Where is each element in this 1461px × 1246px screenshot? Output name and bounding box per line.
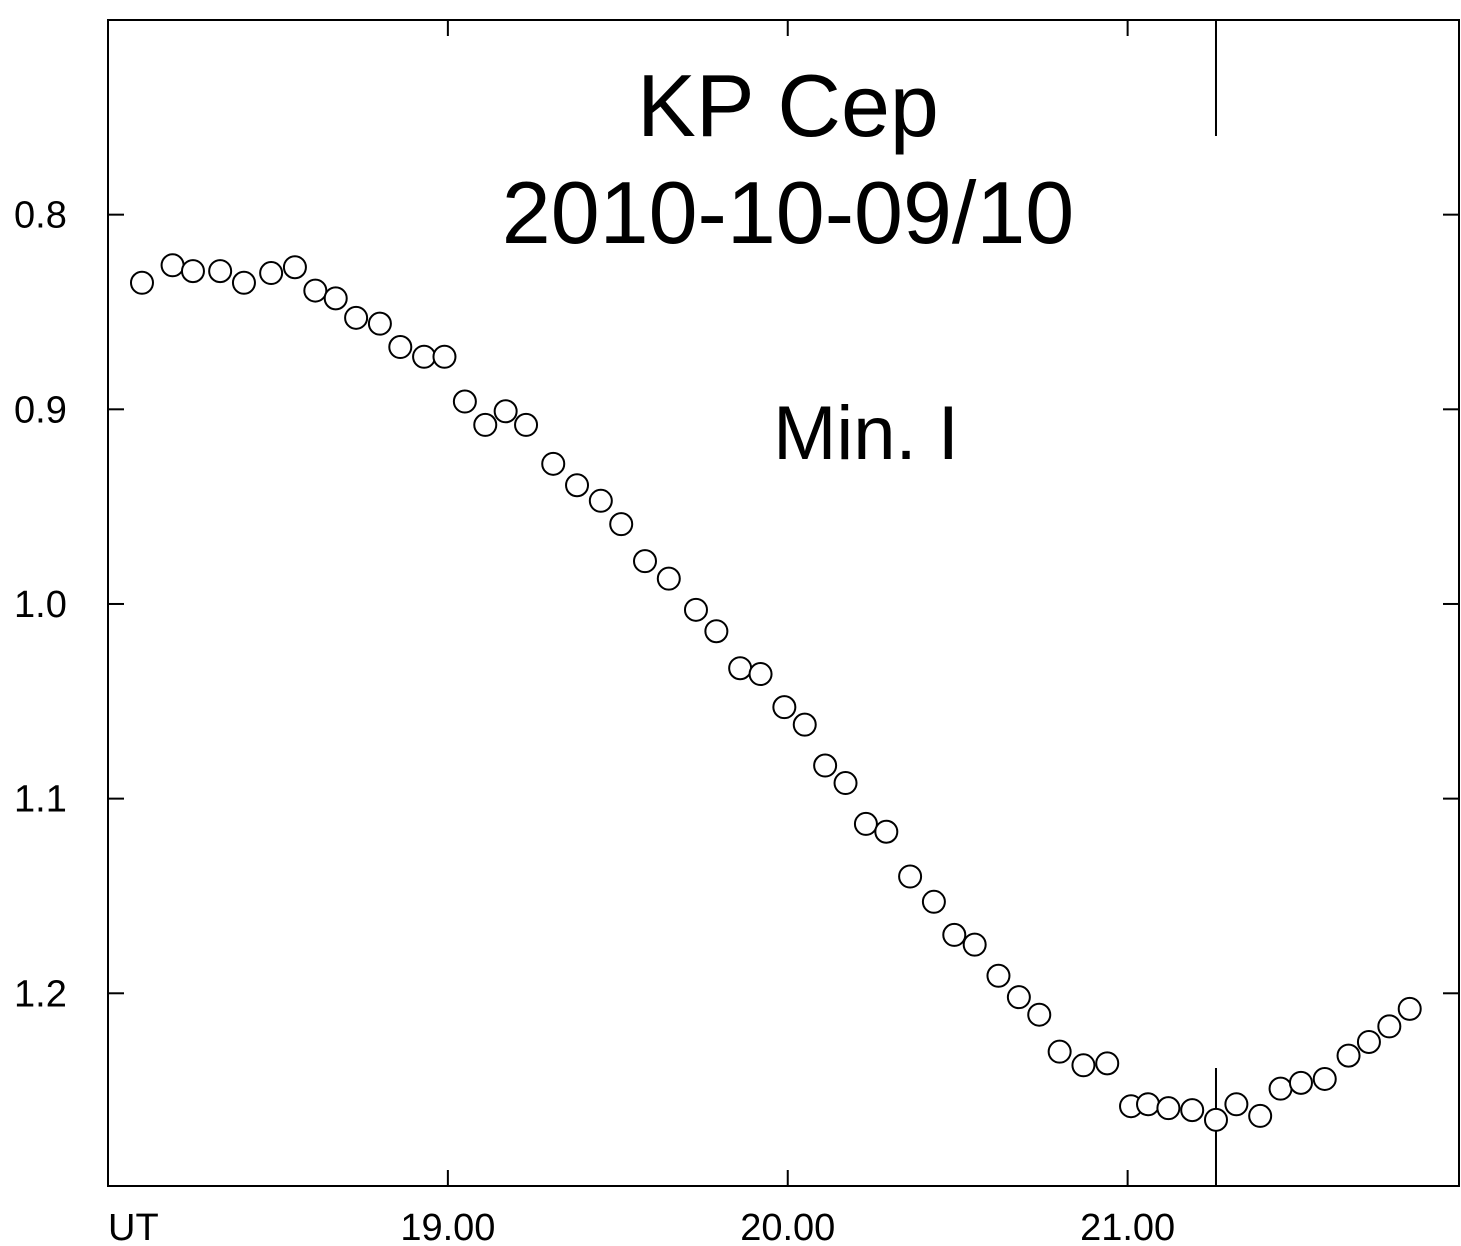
data-point bbox=[344, 305, 369, 330]
data-point bbox=[160, 253, 185, 278]
data-point bbox=[853, 811, 878, 836]
data-point bbox=[962, 932, 987, 957]
data-point bbox=[259, 261, 284, 286]
data-point bbox=[898, 864, 923, 889]
y-tick-label: 0.9 bbox=[14, 389, 67, 431]
data-point bbox=[1027, 1002, 1052, 1027]
data-point bbox=[282, 255, 307, 280]
y-tick-label: 0.8 bbox=[14, 195, 67, 237]
data-point bbox=[1047, 1039, 1072, 1064]
x-tick-label: 21.00 bbox=[1080, 1207, 1175, 1246]
data-point bbox=[1248, 1103, 1273, 1128]
data-point bbox=[813, 753, 838, 778]
data-point bbox=[565, 473, 590, 498]
data-point bbox=[833, 771, 858, 796]
data-point bbox=[1180, 1098, 1205, 1123]
chart-subtitle: 2010-10-09/10 bbox=[502, 163, 1074, 262]
data-point bbox=[452, 389, 477, 414]
data-point bbox=[1288, 1070, 1313, 1095]
data-point bbox=[609, 512, 634, 537]
data-point bbox=[1136, 1092, 1161, 1117]
data-point bbox=[388, 335, 413, 360]
data-point bbox=[792, 712, 817, 737]
data-point bbox=[874, 819, 899, 844]
y-tick-label: 1.0 bbox=[14, 584, 67, 626]
data-point bbox=[588, 488, 613, 513]
data-point bbox=[748, 662, 773, 687]
data-point bbox=[1006, 985, 1031, 1010]
data-point bbox=[303, 278, 328, 303]
data-point bbox=[1268, 1076, 1293, 1101]
data-point bbox=[412, 344, 437, 369]
data-point bbox=[180, 259, 205, 284]
data-point bbox=[656, 566, 681, 591]
x-axis-label: UT bbox=[108, 1207, 159, 1246]
y-axis: 0.8 0.9 1.0 1.1 1.2 bbox=[14, 195, 1459, 1015]
data-point bbox=[633, 549, 658, 574]
data-point bbox=[1095, 1051, 1120, 1076]
data-point bbox=[231, 270, 256, 295]
data-point bbox=[1377, 1014, 1402, 1039]
y-tick-label: 1.2 bbox=[14, 973, 67, 1015]
data-points bbox=[129, 253, 1422, 1132]
y-tick-label: 1.1 bbox=[14, 779, 67, 821]
data-point bbox=[473, 412, 498, 437]
data-point bbox=[1203, 1107, 1228, 1132]
data-point bbox=[493, 399, 518, 424]
data-point bbox=[772, 695, 797, 720]
data-point bbox=[323, 286, 348, 311]
minimum-annotation: Min. I bbox=[773, 391, 959, 476]
x-tick-label: 19.00 bbox=[400, 1207, 495, 1246]
x-axis: 19.00 20.00 21.00 bbox=[400, 20, 1175, 1246]
data-point bbox=[1356, 1029, 1381, 1054]
x-tick-label: 20.00 bbox=[740, 1207, 835, 1246]
data-point bbox=[208, 259, 233, 284]
data-point bbox=[1397, 996, 1422, 1021]
data-point bbox=[432, 344, 457, 369]
data-point bbox=[1336, 1043, 1361, 1068]
data-point bbox=[1312, 1066, 1337, 1091]
data-point bbox=[942, 922, 967, 947]
data-point bbox=[921, 889, 946, 914]
data-point bbox=[514, 412, 539, 437]
data-point bbox=[1071, 1053, 1096, 1078]
data-point bbox=[541, 451, 566, 476]
data-point bbox=[728, 656, 753, 681]
data-point bbox=[367, 311, 392, 336]
data-point bbox=[129, 270, 154, 295]
data-point bbox=[986, 963, 1011, 988]
data-point bbox=[683, 597, 708, 622]
data-point bbox=[704, 619, 729, 644]
data-point bbox=[1156, 1096, 1181, 1121]
chart-title: KP Cep bbox=[637, 56, 939, 155]
data-point bbox=[1224, 1092, 1249, 1117]
